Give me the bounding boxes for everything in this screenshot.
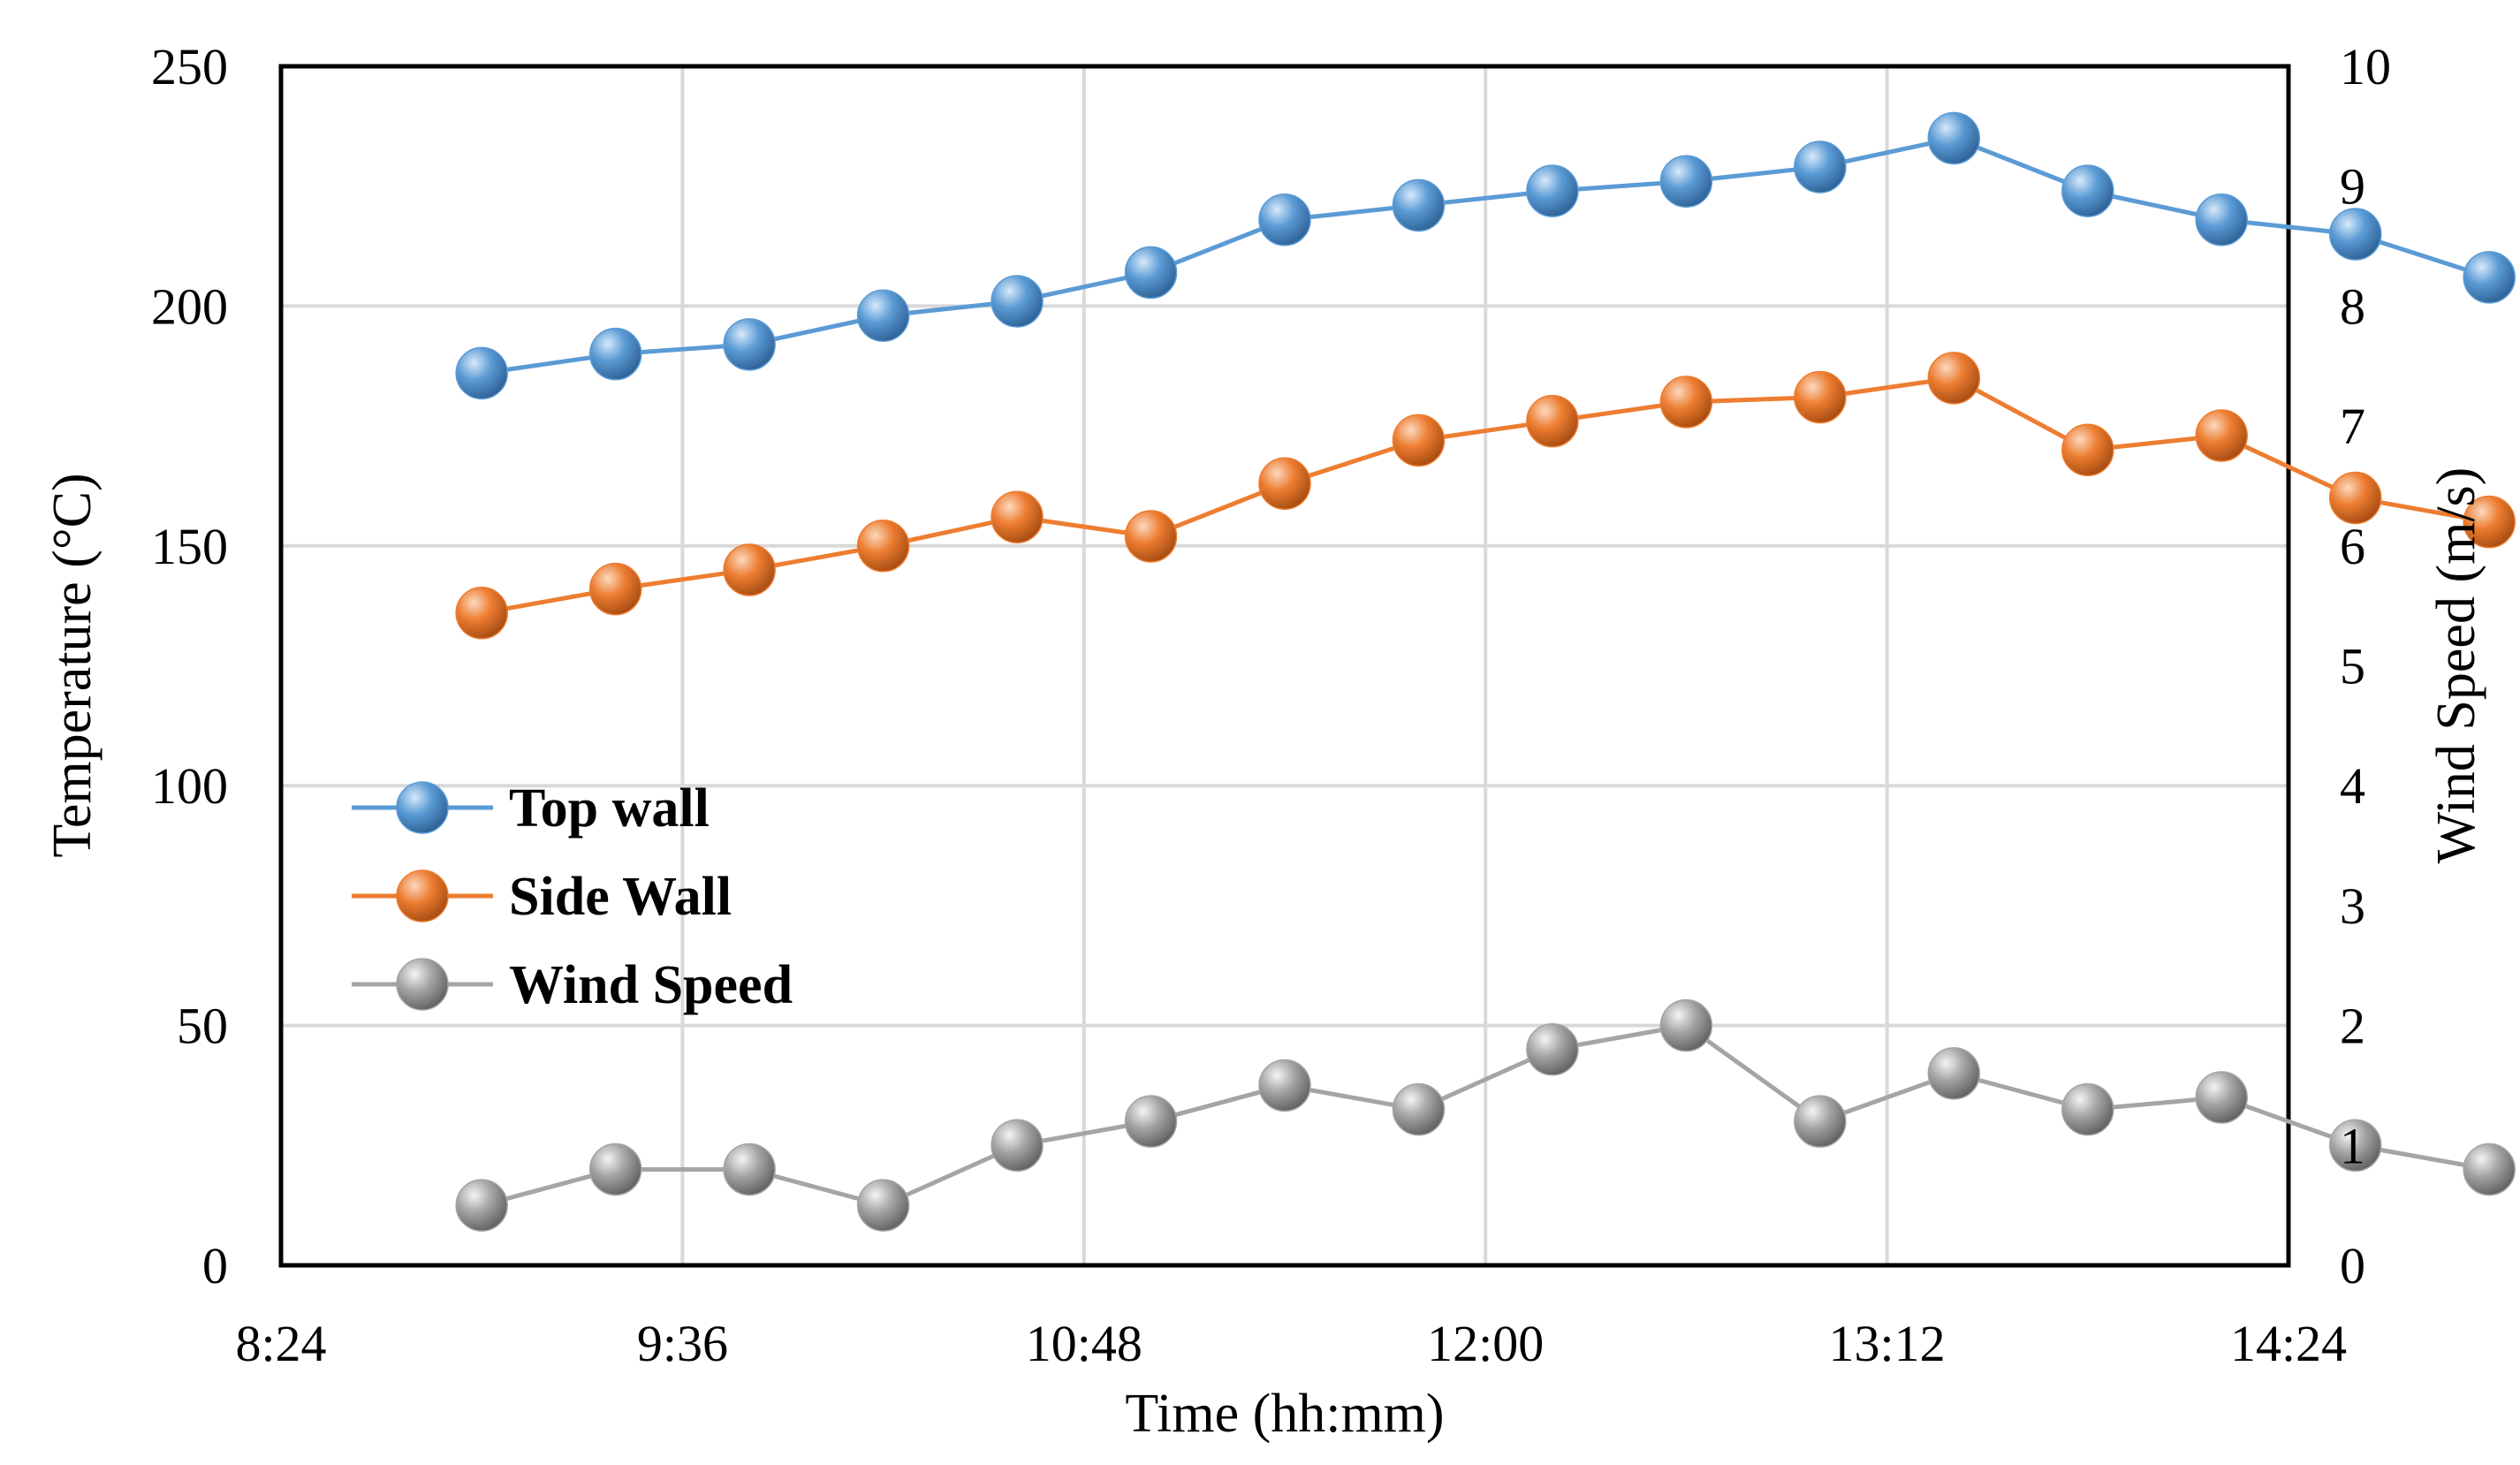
- series-wind-speed: [455, 998, 2516, 1232]
- data-point: [723, 1142, 776, 1196]
- x-tick-label: 8:24: [235, 1315, 326, 1372]
- y-tick-label: 250: [151, 38, 228, 95]
- legend-label: Top wall: [509, 778, 710, 839]
- data-point: [455, 346, 508, 400]
- y-tick-label: 200: [151, 277, 228, 335]
- data-point: [991, 275, 1044, 328]
- legend-label: Wind Speed: [509, 955, 793, 1015]
- data-point: [2463, 495, 2516, 549]
- y2-tick-label: 6: [2340, 518, 2365, 575]
- data-point: [2328, 471, 2382, 525]
- data-point: [1659, 155, 1713, 209]
- data-point: [1124, 1095, 1178, 1148]
- data-point: [2463, 251, 2516, 304]
- series-layer: [455, 111, 2516, 1232]
- y-tick-label: 50: [177, 998, 228, 1055]
- data-point: [588, 1142, 642, 1196]
- data-point: [2328, 1119, 2382, 1173]
- data-point: [1392, 1082, 1446, 1136]
- data-point: [856, 1179, 910, 1232]
- data-point: [1794, 370, 1847, 424]
- data-point: [455, 587, 508, 640]
- y-axis-title: Temperature (°C): [42, 473, 102, 857]
- y2-tick-label: 4: [2340, 757, 2365, 815]
- data-point: [2328, 208, 2382, 261]
- y2-tick-label: 8: [2340, 277, 2365, 335]
- data-point: [1526, 1022, 1579, 1076]
- x-tick-label: 13:12: [1829, 1315, 1946, 1372]
- data-point: [991, 490, 1044, 543]
- data-point: [1258, 457, 1311, 510]
- data-point: [856, 520, 910, 573]
- data-point: [1124, 246, 1178, 300]
- x-axis-title: Time (hh:mm): [1125, 1384, 1444, 1444]
- data-point: [1526, 164, 1579, 217]
- legend-item: Wind Speed: [352, 955, 793, 1015]
- data-point: [723, 543, 776, 596]
- plot-area-frame: [278, 64, 2291, 1268]
- x-tick-label: 12:00: [1427, 1315, 1544, 1372]
- data-point: [1927, 1047, 1981, 1100]
- data-point: [1927, 352, 1981, 405]
- data-point: [1927, 111, 1981, 165]
- series-line: [481, 135, 2490, 376]
- legend-marker: [396, 869, 449, 922]
- data-point: [723, 318, 776, 371]
- y2-axis-title: Wind Speed (m/s): [2426, 467, 2486, 864]
- y-tick-label: 150: [151, 518, 228, 575]
- y-tick-label: 0: [202, 1237, 228, 1294]
- data-point: [2061, 164, 2114, 217]
- data-point: [2061, 1082, 2114, 1136]
- data-point: [1124, 510, 1178, 563]
- data-point: [588, 327, 642, 381]
- legend-marker: [396, 781, 449, 834]
- y2-tick-label: 10: [2340, 38, 2391, 95]
- data-point: [1392, 178, 1446, 232]
- data-point: [1526, 394, 1579, 448]
- data-point: [1794, 140, 1847, 194]
- legend-marker: [396, 958, 449, 1011]
- legend-item: Top wall: [352, 778, 710, 839]
- data-point: [2195, 409, 2249, 462]
- data-point: [455, 1179, 508, 1232]
- axis-tick-labels: 8:24 9:36 10:48 12:00 13:12 14:24050100150200…: [151, 38, 2391, 1372]
- y2-tick-label: 5: [2340, 638, 2365, 695]
- series-side-wall: [455, 352, 2516, 640]
- legend-item: Side Wall: [352, 867, 732, 927]
- data-point: [1659, 998, 1713, 1052]
- data-point: [856, 289, 910, 343]
- y2-tick-label: 2: [2340, 998, 2365, 1055]
- series-top-wall: [455, 111, 2516, 400]
- data-point: [2195, 1071, 2249, 1124]
- data-point: [1258, 193, 1311, 247]
- data-point: [1659, 376, 1713, 429]
- y-tick-label: 100: [151, 757, 228, 815]
- data-point: [1392, 414, 1446, 467]
- data-point: [2195, 193, 2249, 247]
- data-point: [1258, 1059, 1311, 1112]
- y2-tick-label: 3: [2340, 877, 2365, 935]
- x-tick-label: 14:24: [2230, 1315, 2347, 1372]
- x-tick-label: 9:36: [637, 1315, 728, 1372]
- data-point: [2463, 1142, 2516, 1196]
- y2-tick-label: 7: [2340, 398, 2365, 455]
- y2-tick-label: 0: [2340, 1237, 2365, 1294]
- y2-tick-label: 9: [2340, 158, 2365, 216]
- series-line: [481, 1023, 2490, 1208]
- data-point: [1794, 1095, 1847, 1148]
- series-line: [481, 376, 2490, 616]
- data-point: [2061, 423, 2114, 476]
- data-point: [991, 1119, 1044, 1173]
- x-tick-label: 10:48: [1026, 1315, 1142, 1372]
- legend: Top wall Side Wall Wind Speed: [352, 778, 793, 1015]
- y2-tick-label: 1: [2340, 1117, 2365, 1174]
- data-point: [588, 562, 642, 616]
- legend-label: Side Wall: [509, 867, 732, 927]
